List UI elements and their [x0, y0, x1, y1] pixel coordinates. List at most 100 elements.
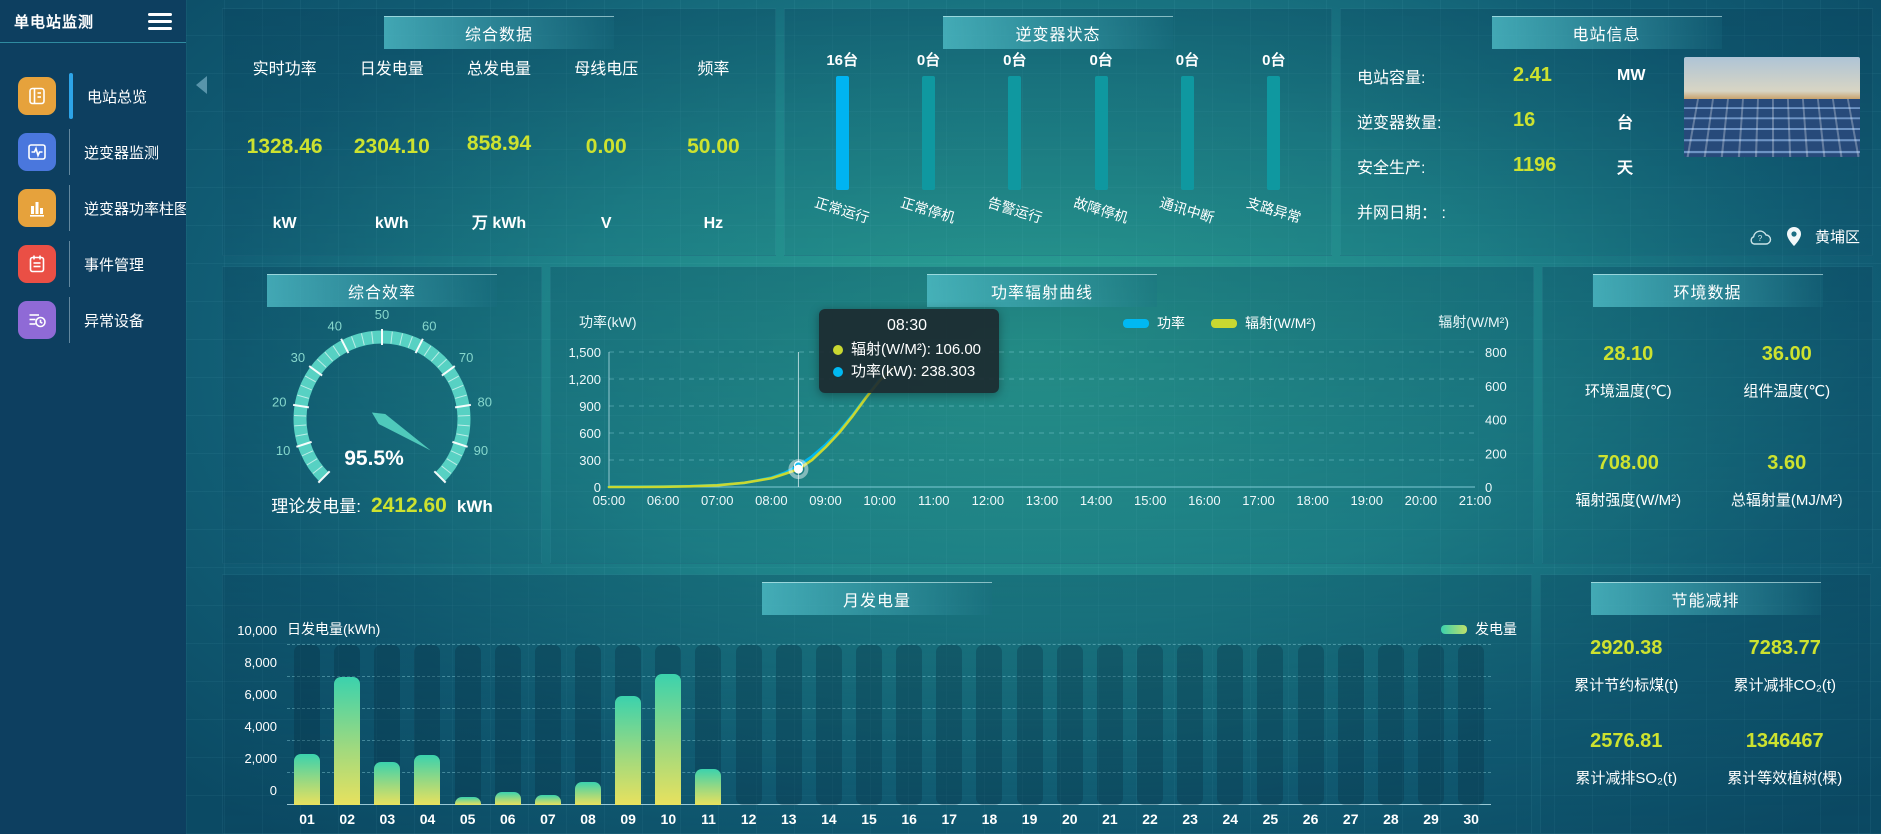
- svg-text:14:00: 14:00: [1080, 493, 1113, 508]
- bar-chart-slot[interactable]: 15: [849, 645, 889, 827]
- metric-label: 实时功率: [252, 61, 317, 78]
- metric-label: 日发电量: [359, 61, 424, 78]
- bar-chart-slot[interactable]: 12: [729, 645, 769, 827]
- location-pin-icon[interactable]: [1786, 227, 1801, 246]
- efficiency-gauge: 010203040506070809010095.5% 理论发电量: 2412.…: [223, 267, 541, 563]
- bar-chart-slot[interactable]: 28: [1371, 645, 1411, 827]
- bar-background: [534, 645, 561, 805]
- legend-label: 辐射(W/M²): [1245, 315, 1316, 331]
- sidebar-item-inverter-monitor[interactable]: 逆变器监测: [0, 127, 186, 177]
- sidebar-item-overview[interactable]: 电站总览: [0, 71, 186, 121]
- bar-chart-slot[interactable]: 05: [448, 645, 488, 827]
- location-label: 黄埔区: [1814, 229, 1860, 246]
- inverter-status-item[interactable]: 0台 告警运行: [972, 49, 1058, 249]
- chart-tooltip: 08:30 辐射(W/M²): 106.00 功率(kW): 238.303: [819, 309, 1000, 393]
- environment-metric: 28.10 环境温度(℃): [1549, 319, 1708, 424]
- bar-chart-slot[interactable]: 09: [608, 645, 648, 827]
- metric-unit: Hz: [703, 215, 724, 232]
- bar-chart-slot[interactable]: 26: [1291, 645, 1331, 827]
- gauge-chart[interactable]: 010203040506070809010095.5%: [232, 307, 532, 500]
- bar-chart-slot[interactable]: 06: [488, 645, 528, 827]
- bar-chart-plot[interactable]: 0 2,000 4,000 6,000 8,000 10,000 01 02 03 04 05 06 0…: [237, 623, 1491, 827]
- weather-cloud-icon[interactable]: ?: [1747, 228, 1773, 246]
- environment-metric: 36.00 组件温度(℃): [1708, 319, 1867, 424]
- hamburger-menu-icon[interactable]: [148, 12, 172, 30]
- bar-chart-slot[interactable]: 19: [1010, 645, 1050, 827]
- generation-bar: [294, 753, 321, 805]
- environment-metric: 708.00 辐射强度(W/M²): [1549, 428, 1708, 533]
- tooltip-item: 辐射(W/M²): 106.00: [833, 339, 981, 361]
- bar-chart-slot[interactable]: 23: [1170, 645, 1210, 827]
- inverter-status-item[interactable]: 0台 正常停机: [885, 49, 971, 249]
- bar-chart-slot[interactable]: 13: [769, 645, 809, 827]
- inverter-count: 16台: [826, 52, 858, 69]
- power-radiation-chart[interactable]: 功率 辐射(W/M²) 功率(kW) 辐射(W/M²) 0 300 600 900 1,200…: [551, 307, 1533, 563]
- bar-chart-slot[interactable]: 03: [367, 645, 407, 827]
- bar-chart-slot[interactable]: 01: [287, 645, 327, 827]
- environment-panel: 环境数据 28.10 环境温度(℃) 36.00 组件温度(℃) 708.00 辐射强度(…: [1542, 266, 1873, 564]
- metric-label: 累计减排CO₂(t): [1733, 676, 1836, 694]
- bar-chart-slot[interactable]: 11: [688, 645, 728, 827]
- generation-bar: [334, 677, 361, 805]
- bar-chart-slot[interactable]: 20: [1050, 645, 1090, 827]
- station-info-row: 电站容量: 2.41 MW: [1357, 53, 1858, 98]
- svg-text:05:00: 05:00: [593, 493, 626, 508]
- bar-chart-xtick: 22: [1142, 811, 1158, 827]
- svg-text:21:00: 21:00: [1459, 493, 1492, 508]
- inverter-status-label: 正常运行: [813, 194, 872, 226]
- bar-chart-slot[interactable]: 24: [1210, 645, 1250, 827]
- menu-divider: [69, 241, 70, 287]
- bar-chart-slot[interactable]: 25: [1250, 645, 1290, 827]
- tooltip-time: 08:30: [886, 317, 928, 334]
- bar-chart-slot[interactable]: 16: [889, 645, 929, 827]
- station-info-row: 安全生产: 1196 天: [1357, 143, 1858, 188]
- bar-chart-slots: 01 02 03 04 05 06 07 08 09 10 11 12 13 14 15 16 17 18 19 20…: [287, 645, 1491, 827]
- bar-chart-axis-title: 日发电量(kWh): [287, 621, 381, 637]
- station-info-panel: 电站信息 电站容量: 2.41 MW 逆变器数量: 16 台安全生产: 1196 天并网日期：…: [1340, 8, 1873, 256]
- sidebar-item-abnormal-devices[interactable]: 异常设备: [0, 295, 186, 345]
- sidebar-item-label: 事件管理: [84, 256, 145, 274]
- bar-chart-header: 日发电量(kWh) 发电量: [287, 619, 1517, 639]
- legend-item-radiation[interactable]: 辐射(W/M²): [1211, 313, 1316, 333]
- metric-unit: kW: [272, 215, 297, 232]
- inverter-status-bars: 16台 正常运行 0台 正常停机 0台 告警运行 0台 故障停机 0台 通讯中断 0台 支路异常: [785, 9, 1331, 255]
- bar-chart-slot[interactable]: 04: [407, 645, 447, 827]
- panel-title: 环境数据: [1592, 274, 1823, 307]
- bar-chart-slot[interactable]: 29: [1411, 645, 1451, 827]
- inverter-status-item[interactable]: 0台 故障停机: [1058, 49, 1144, 249]
- svg-text:12:00: 12:00: [972, 493, 1005, 508]
- line-chart-plot[interactable]: 功率(kW) 辐射(W/M²) 0 300 600 900 1,200 1,500 0 200 40…: [551, 307, 1533, 524]
- sidebar-item-event-management[interactable]: 事件管理: [0, 239, 186, 289]
- bar-background: [1056, 645, 1083, 805]
- sidebar-item-inverter-power-bars[interactable]: 逆变器功率柱图: [0, 183, 189, 233]
- bar-chart-slot[interactable]: 07: [528, 645, 568, 827]
- metric-value: 1328.46: [246, 135, 323, 158]
- bar-chart-slot[interactable]: 14: [809, 645, 849, 827]
- inverter-status-item[interactable]: 0台 通讯中断: [1144, 49, 1230, 249]
- svg-text:07:00: 07:00: [701, 493, 734, 508]
- bar-chart-legend[interactable]: 发电量: [1441, 619, 1517, 639]
- saving-metric: 7283.77 累计减排CO₂(t): [1706, 621, 1865, 710]
- bar-chart-slot[interactable]: 27: [1331, 645, 1371, 827]
- metric-value: 2304.10: [353, 135, 430, 158]
- bar-chart-slot[interactable]: 08: [568, 645, 608, 827]
- metric-label: 累计节约标煤(t): [1574, 676, 1679, 694]
- bar-chart-slot[interactable]: 10: [648, 645, 688, 827]
- bar-chart-slot[interactable]: 22: [1130, 645, 1170, 827]
- legend-item-power[interactable]: 功率: [1123, 313, 1185, 333]
- inverter-status-item[interactable]: 16台正常运行: [799, 49, 885, 249]
- inverter-status-label: 告警运行: [985, 194, 1044, 226]
- saving-metric: 2920.38 累计节约标煤(t): [1547, 621, 1706, 710]
- sidebar-collapse-arrow[interactable]: [196, 76, 207, 94]
- bar-chart-slot[interactable]: 17: [929, 645, 969, 827]
- station-row-unit: 天: [1617, 159, 1634, 177]
- bar-chart-slot[interactable]: 30: [1451, 645, 1491, 827]
- bar-chart-slot[interactable]: 21: [1090, 645, 1130, 827]
- bar-background: [1458, 645, 1485, 805]
- bar-chart-slot[interactable]: 18: [969, 645, 1009, 827]
- bar-chart-slot[interactable]: 02: [327, 645, 367, 827]
- inverter-status-item[interactable]: 0台 支路异常: [1231, 49, 1317, 249]
- metric-value: 708.00: [1597, 451, 1659, 474]
- station-row-value: 16: [1513, 109, 1536, 131]
- bar-chart-xtick: 29: [1423, 811, 1439, 827]
